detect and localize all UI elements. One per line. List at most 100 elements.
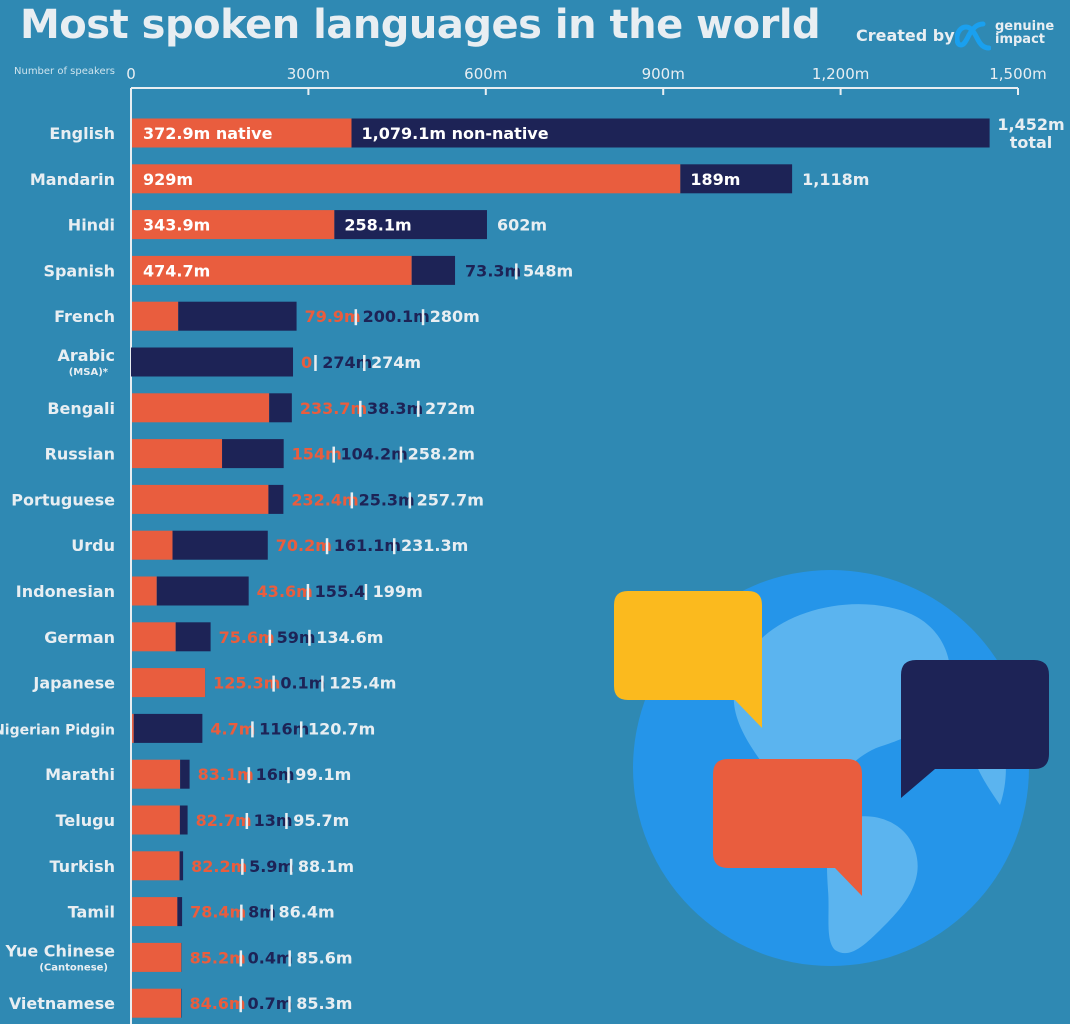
x-tick-label: 600m (464, 65, 507, 83)
speech-bubble-orange-icon (713, 759, 862, 896)
non-native-value-label: 38.3m (367, 399, 423, 418)
globe-illustration (614, 570, 1049, 966)
native-value-label: 929m (143, 170, 193, 189)
bar-non-native (180, 759, 190, 789)
label-separator (245, 813, 249, 829)
genuine-impact-logo-icon (955, 21, 991, 51)
label-separator (392, 538, 396, 555)
label-separator (359, 400, 362, 417)
category-label: Tamil (68, 903, 115, 922)
native-value-label: 154m (292, 445, 342, 464)
label-separator (289, 858, 293, 875)
native-value-label: 70.2m (276, 536, 332, 555)
total-value-label: 548m (523, 261, 573, 280)
total-value-label: 120.7m (308, 719, 375, 738)
category-label: Turkish (50, 857, 115, 876)
category-label: German (44, 628, 115, 647)
bar-non-native (222, 439, 284, 469)
bar-non-native (680, 164, 793, 194)
label-separator (285, 813, 288, 829)
total-value-label: 86.4m (278, 903, 334, 922)
total-value-label: 134.6m (316, 628, 383, 647)
bar-native (132, 805, 180, 835)
label-separator (332, 446, 335, 463)
chart-title: Most spoken languages in the world (20, 2, 821, 48)
native-value-label: 85.2m (190, 948, 246, 967)
native-value-label: 372.9m native (143, 124, 273, 143)
non-native-value-label: 116m (259, 719, 309, 738)
non-native-value-label: 16m (256, 765, 295, 784)
native-value-label: 0 (301, 353, 312, 372)
label-separator (272, 675, 275, 692)
label-separator (288, 996, 291, 1013)
non-native-value-label: 25.3m (359, 490, 415, 509)
label-separator (417, 400, 420, 417)
native-value-label: 79.9m (305, 307, 361, 326)
non-native-value-label: 161.1m (334, 536, 401, 555)
total-value-label: 231.3m (401, 536, 468, 555)
label-separator (321, 675, 324, 692)
total-suffix-label: total (1010, 133, 1053, 152)
label-separator (314, 355, 317, 371)
x-axis: 0 300m 600m 900m 1,200m 1,500m (126, 65, 1047, 1024)
native-value-label: 343.9m (143, 216, 210, 235)
native-value-label: 84.6m (189, 994, 245, 1013)
category-label: Mandarin (30, 170, 115, 189)
total-value-label: 1,118m (802, 170, 869, 189)
bar-native (132, 164, 681, 194)
non-native-value-label: 274m (322, 353, 372, 372)
total-value-label: 88.1m (298, 857, 354, 876)
category-label: Vietnamese (9, 994, 115, 1013)
category-label: Hindi (68, 216, 115, 235)
bar-non-native (334, 210, 487, 240)
label-separator (515, 263, 518, 280)
total-value-label: 280m (430, 307, 480, 326)
label-separator (287, 767, 290, 784)
created-by-label: Created by (856, 26, 955, 45)
bar-native (132, 668, 206, 698)
total-value-label: 85.6m (296, 948, 352, 967)
label-separator (239, 996, 242, 1013)
globe-land-north (733, 604, 951, 799)
axis-caption: Number of speakers (14, 66, 115, 77)
bar-non-native (179, 851, 184, 881)
total-value-label: 272m (425, 399, 475, 418)
x-tick-label: 1,500m (989, 65, 1047, 83)
native-value-label: 233.7m (300, 399, 367, 418)
label-separator (251, 721, 254, 738)
bar-native (132, 576, 157, 606)
non-native-value-label: 200.1m (363, 307, 430, 326)
non-native-value-label: 13m (254, 811, 293, 830)
bar-non-native (179, 805, 188, 835)
brand-name-line1: genuine (995, 19, 1055, 34)
native-value-label: 83.1m (198, 765, 254, 784)
non-native-value-label: 155.4 (315, 582, 366, 601)
label-separator (363, 355, 366, 371)
bar-native (132, 851, 180, 881)
non-native-value-label: 5.9m (249, 857, 294, 876)
category-label: Arabic (58, 346, 116, 365)
bar-native (132, 530, 173, 560)
bar-non-native (269, 393, 292, 423)
label-separator (270, 904, 273, 921)
total-value-label: 95.7m (293, 811, 349, 830)
non-native-value-label: 59m (277, 628, 316, 647)
speech-bubble-yellow-icon (614, 591, 762, 728)
brand-name: genuine impact (995, 20, 1065, 46)
bar-native (132, 393, 270, 423)
total-value-label: 199m (373, 582, 423, 601)
non-native-value-label: 73.3m (465, 261, 521, 280)
label-separator (399, 446, 403, 463)
total-value-label: 274m (371, 353, 421, 372)
non-native-value-label: 0.4m (248, 948, 293, 967)
bar-native (132, 118, 352, 148)
bar-native (132, 897, 178, 927)
category-label: Russian (45, 445, 115, 464)
category-sublabel: (MSA)* (69, 367, 109, 378)
native-value-label: 82.2m (191, 857, 247, 876)
bar-non-native (172, 530, 268, 560)
brand-name-line2: impact (995, 32, 1046, 47)
category-label: Indonesian (16, 582, 115, 601)
x-tick-label: 300m (287, 65, 330, 83)
